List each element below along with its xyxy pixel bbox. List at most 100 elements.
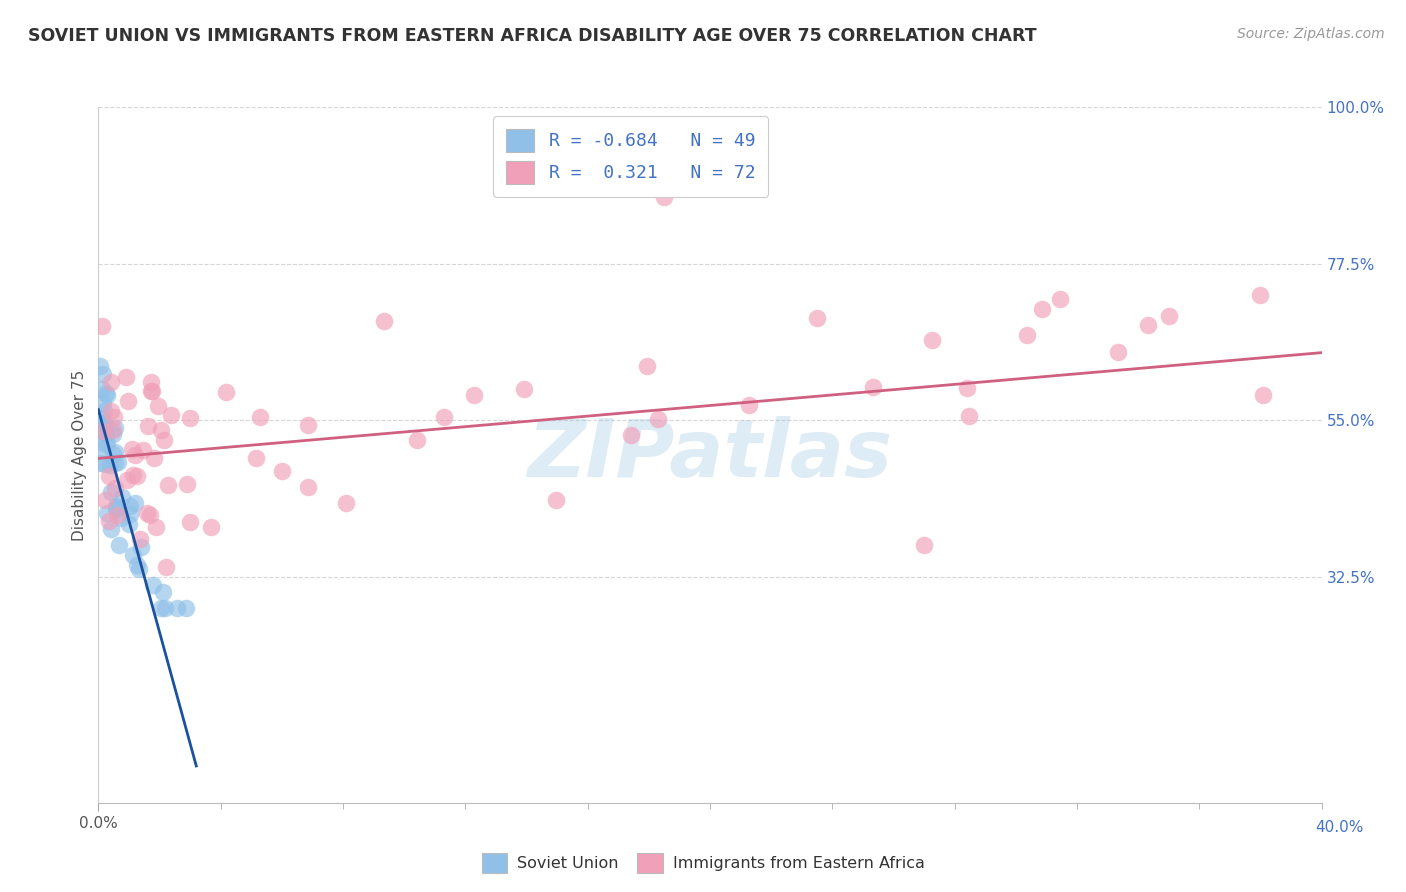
Point	[1015, 328, 1038, 343]
Point	[806, 311, 828, 326]
Text: 40.0%: 40.0%	[1316, 821, 1364, 835]
Point	[200, 519, 222, 533]
Point	[141, 384, 163, 398]
Point	[98, 468, 121, 483]
Point	[93, 442, 115, 456]
Legend: Soviet Union, Immigrants from Eastern Africa: Soviet Union, Immigrants from Eastern Af…	[475, 847, 931, 880]
Point	[111, 490, 134, 504]
Point	[215, 384, 238, 399]
Point	[89, 359, 111, 373]
Point	[155, 601, 177, 615]
Point	[150, 423, 173, 437]
Point	[136, 419, 159, 434]
Point	[620, 428, 643, 442]
Text: Source: ZipAtlas.com: Source: ZipAtlas.com	[1237, 27, 1385, 41]
Point	[737, 398, 759, 412]
Point	[546, 493, 568, 508]
Point	[118, 516, 141, 531]
Point	[90, 318, 112, 333]
Point	[94, 437, 117, 451]
Point	[150, 601, 173, 615]
Point	[97, 514, 120, 528]
Point	[100, 375, 122, 389]
Point	[335, 496, 357, 510]
Point	[94, 386, 117, 401]
Point	[179, 410, 201, 425]
Point	[104, 499, 127, 513]
Point	[512, 382, 534, 396]
Point	[125, 558, 148, 573]
Point	[1031, 302, 1053, 317]
Point	[96, 387, 118, 401]
Y-axis label: Disability Age Over 75: Disability Age Over 75	[72, 369, 87, 541]
Point	[141, 376, 163, 390]
Point	[139, 384, 162, 398]
Point	[104, 444, 127, 458]
Point	[155, 559, 177, 574]
Point	[1049, 292, 1071, 306]
Point	[122, 467, 145, 482]
Point	[129, 540, 152, 554]
Point	[1249, 288, 1271, 302]
Point	[912, 538, 935, 552]
Point	[1107, 344, 1129, 359]
Point	[156, 478, 179, 492]
Point	[117, 393, 139, 408]
Point	[104, 502, 127, 516]
Point	[104, 421, 127, 435]
Point	[101, 423, 124, 437]
Point	[297, 479, 319, 493]
Point	[90, 425, 112, 439]
Point	[1251, 388, 1274, 402]
Point	[1157, 309, 1180, 323]
Point	[636, 359, 658, 373]
Point	[138, 508, 160, 523]
Point	[96, 436, 118, 450]
Point	[103, 427, 125, 442]
Point	[160, 408, 183, 422]
Point	[100, 523, 122, 537]
Point	[115, 473, 138, 487]
Point	[245, 451, 267, 466]
Text: SOVIET UNION VS IMMIGRANTS FROM EASTERN AFRICA DISABILITY AGE OVER 75 CORRELATIO: SOVIET UNION VS IMMIGRANTS FROM EASTERN …	[28, 27, 1036, 45]
Point	[105, 500, 128, 515]
Point	[136, 506, 159, 520]
Point	[957, 409, 980, 423]
Point	[124, 496, 146, 510]
Point	[93, 493, 115, 508]
Point	[152, 585, 174, 599]
Point	[433, 409, 456, 424]
Point	[91, 368, 114, 382]
Point	[91, 411, 114, 425]
Point	[93, 416, 115, 430]
Point	[1402, 545, 1406, 559]
Point	[125, 469, 148, 483]
Point	[100, 485, 122, 500]
Point	[91, 396, 114, 410]
Point	[118, 499, 141, 513]
Point	[96, 506, 118, 520]
Point	[104, 456, 127, 470]
Point	[93, 424, 115, 438]
Point	[93, 420, 115, 434]
Point	[1137, 318, 1160, 332]
Point	[100, 404, 122, 418]
Text: ZIPatlas: ZIPatlas	[527, 416, 893, 494]
Point	[166, 601, 188, 615]
Point	[297, 418, 319, 433]
Point	[104, 481, 127, 495]
Point	[176, 477, 198, 491]
Point	[862, 380, 884, 394]
Point	[98, 458, 121, 472]
Point	[110, 510, 132, 524]
Point	[128, 532, 150, 546]
Point	[174, 601, 197, 615]
Point	[143, 451, 166, 466]
Point	[93, 404, 115, 418]
Point	[145, 520, 167, 534]
Legend: R = -0.684   N = 49, R =  0.321   N = 72: R = -0.684 N = 49, R = 0.321 N = 72	[494, 116, 768, 197]
Point	[124, 448, 146, 462]
Point	[120, 507, 142, 521]
Point	[647, 411, 669, 425]
Point	[94, 458, 117, 472]
